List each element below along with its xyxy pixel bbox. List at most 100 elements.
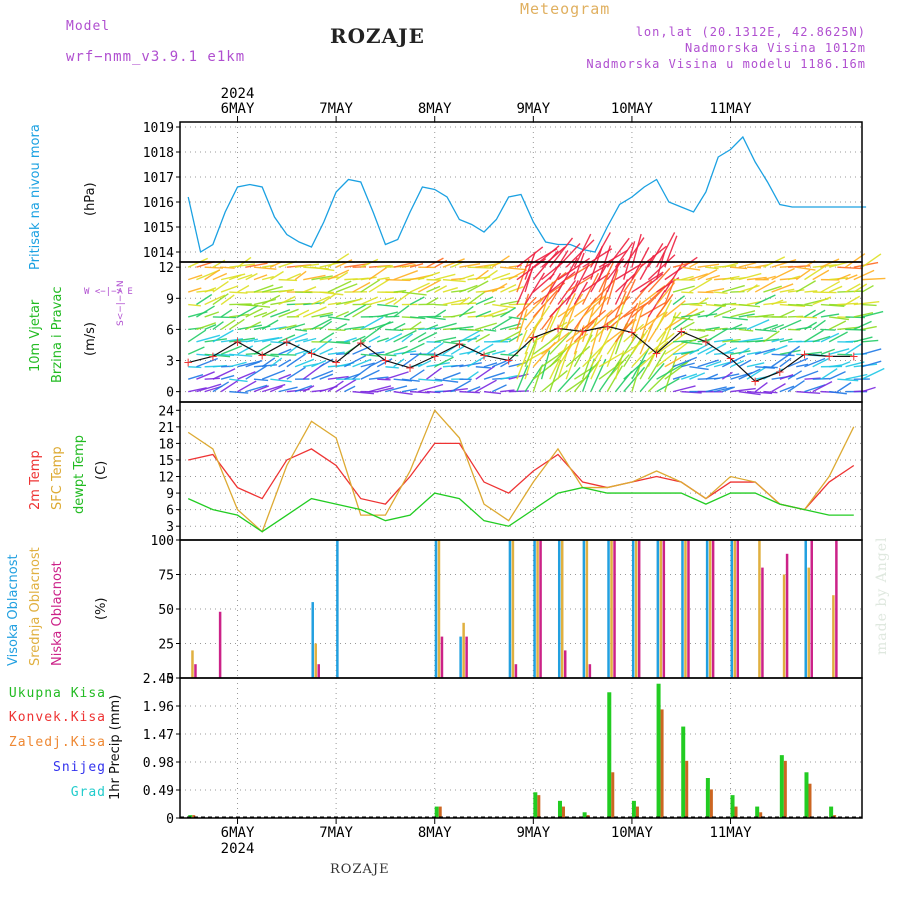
wind-arrow [385,328,404,332]
wind-arrow [220,309,233,318]
cloud-mid-bar [708,540,712,678]
wind-arrow [590,309,613,330]
y-tick-label: 12 [158,471,174,486]
wind-arrow [196,383,222,393]
wind-arrow [763,366,778,369]
wind-arrow [557,353,568,380]
wind-arrow [541,369,568,393]
wind-arrow [311,295,330,306]
precip-convective-bar [537,795,541,818]
wind-arrow [738,284,760,293]
wind-arrow [524,251,536,280]
wind-arrow [845,283,861,293]
wind-arrow [524,297,544,318]
wind-arrow [722,338,741,343]
wind-arrow [483,328,497,332]
wind-arrow [492,272,511,281]
wind-arrow [385,371,409,380]
wind-arrow [188,387,207,393]
wind-arrow [656,342,689,368]
wind-arrow [853,269,875,281]
precip-total-bar [681,726,686,818]
wind-arrow [327,341,351,345]
wind-arrow [270,378,292,383]
wind-arrow [557,257,578,293]
wind-arrow [368,297,395,306]
wind-arrow [319,332,335,343]
y-tick-label: 0 [166,812,174,827]
wind-arrow [278,295,296,306]
wind-arrow [730,387,756,393]
wind-arrow [557,366,581,393]
wind-arrow [713,386,733,393]
wind-arrow [532,366,543,392]
wind-arrow [763,275,776,281]
wind-arrow [681,362,695,368]
wind-arrow [623,302,649,318]
wind-arrow [319,291,344,296]
wind-arrow [278,334,296,343]
wind-arrow [796,363,809,368]
precip-convective-bar [438,806,442,818]
wind-arrow [311,311,334,318]
wind-arrow [590,296,609,318]
wind-arrow [689,366,709,371]
wind-arrow [368,266,388,281]
wind-arrow [804,265,827,281]
wind-arrow [434,336,457,343]
wind-arrow [245,384,268,393]
panel-frame [179,121,863,263]
wind-arrow [631,305,645,343]
wind-arrow [705,288,725,293]
wind-arrow [623,359,646,380]
wind-arrow [237,273,253,281]
wind-arrow [426,285,441,293]
wind-arrow [344,355,367,368]
y-tick-label: 1.96 [143,700,174,715]
wind-arrow [812,335,831,343]
wind-gust-marker: + [282,335,292,349]
y-tick-label: 21 [158,421,174,436]
wind-gust-marker: + [504,354,514,368]
wind-arrow [426,316,446,321]
wind-arrow [804,321,818,331]
wind-arrow [196,353,210,357]
wind-arrow [787,357,809,368]
wind-arrow [196,322,217,331]
wind-gust-marker: + [257,348,267,362]
wind-arrow [311,370,334,380]
wind-arrow [861,339,879,343]
precip-total-bar [631,800,636,818]
wind-arrow [590,354,603,380]
cloud-mid-bar [758,540,761,678]
wind-arrow [368,278,391,293]
wind-gust-marker: + [331,356,341,370]
wind-arrow [270,353,297,356]
wind-arrow [763,323,779,331]
precip-total-bar [730,795,735,818]
wind-arrow [565,320,582,355]
wind-arrow [672,285,695,293]
wind-arrow [705,266,719,270]
wind-arrow [714,291,728,295]
wind-arrow [475,269,489,281]
wind-arrow [377,353,397,357]
y-tick-label: 3 [166,520,174,535]
wind-speed-line [188,325,854,382]
wind-arrow [771,283,794,293]
wind-arrow [360,279,381,293]
wind-arrow [500,307,517,318]
wind-arrow [475,366,491,369]
wind-arrow [245,321,262,331]
wind-arrow [483,300,496,306]
wind-arrow [270,326,287,331]
pressure-line [187,135,867,254]
wind-arrow [664,278,676,305]
cloud-low-bar [810,540,813,678]
wind-arrow [647,350,667,380]
wind-arrow [631,300,642,330]
wind-arrow [647,364,677,393]
wind-arrow [269,357,283,368]
wind-arrow [451,325,474,331]
